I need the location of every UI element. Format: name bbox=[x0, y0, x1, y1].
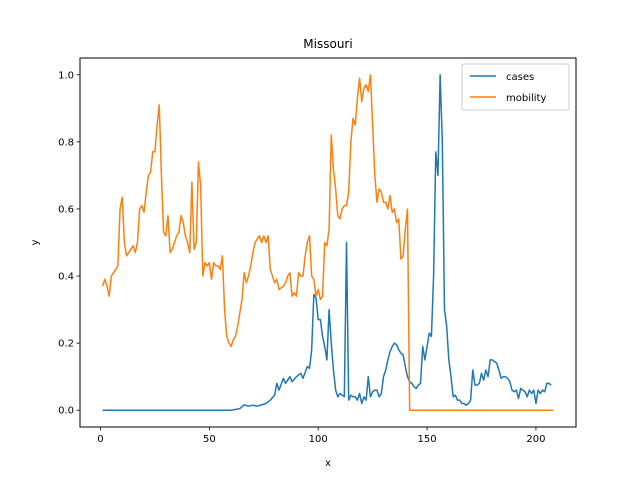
series-layer bbox=[101, 74, 554, 411]
x-tick-label: 200 bbox=[526, 434, 545, 445]
x-tick-label: 150 bbox=[418, 434, 437, 445]
y-axis-label: y bbox=[30, 239, 41, 245]
x-axis: 0 50 100 150 200 bbox=[97, 427, 545, 445]
x-tick-label: 100 bbox=[309, 434, 328, 445]
legend: cases mobility bbox=[461, 63, 570, 111]
legend-label-mobility: mobility bbox=[506, 93, 546, 104]
y-tick-label: 0.4 bbox=[58, 272, 74, 283]
x-tick-label: 50 bbox=[203, 434, 216, 445]
x-tick-label: 0 bbox=[97, 434, 103, 445]
series-line-mobility bbox=[101, 74, 554, 411]
y-tick-label: 1.0 bbox=[58, 70, 74, 81]
y-axis: 0.0 0.2 0.4 0.6 0.8 1.0 bbox=[58, 70, 80, 417]
y-tick-label: 0.8 bbox=[58, 137, 74, 148]
y-tick-label: 0.0 bbox=[58, 406, 74, 417]
series-line-cases bbox=[102, 74, 552, 411]
x-axis-label: x bbox=[325, 458, 331, 469]
chart-title: Missouri bbox=[303, 37, 352, 51]
legend-label-cases: cases bbox=[506, 72, 534, 83]
y-tick-label: 0.2 bbox=[58, 339, 74, 350]
y-tick-label: 0.6 bbox=[58, 204, 74, 215]
plot-frame bbox=[79, 57, 577, 428]
